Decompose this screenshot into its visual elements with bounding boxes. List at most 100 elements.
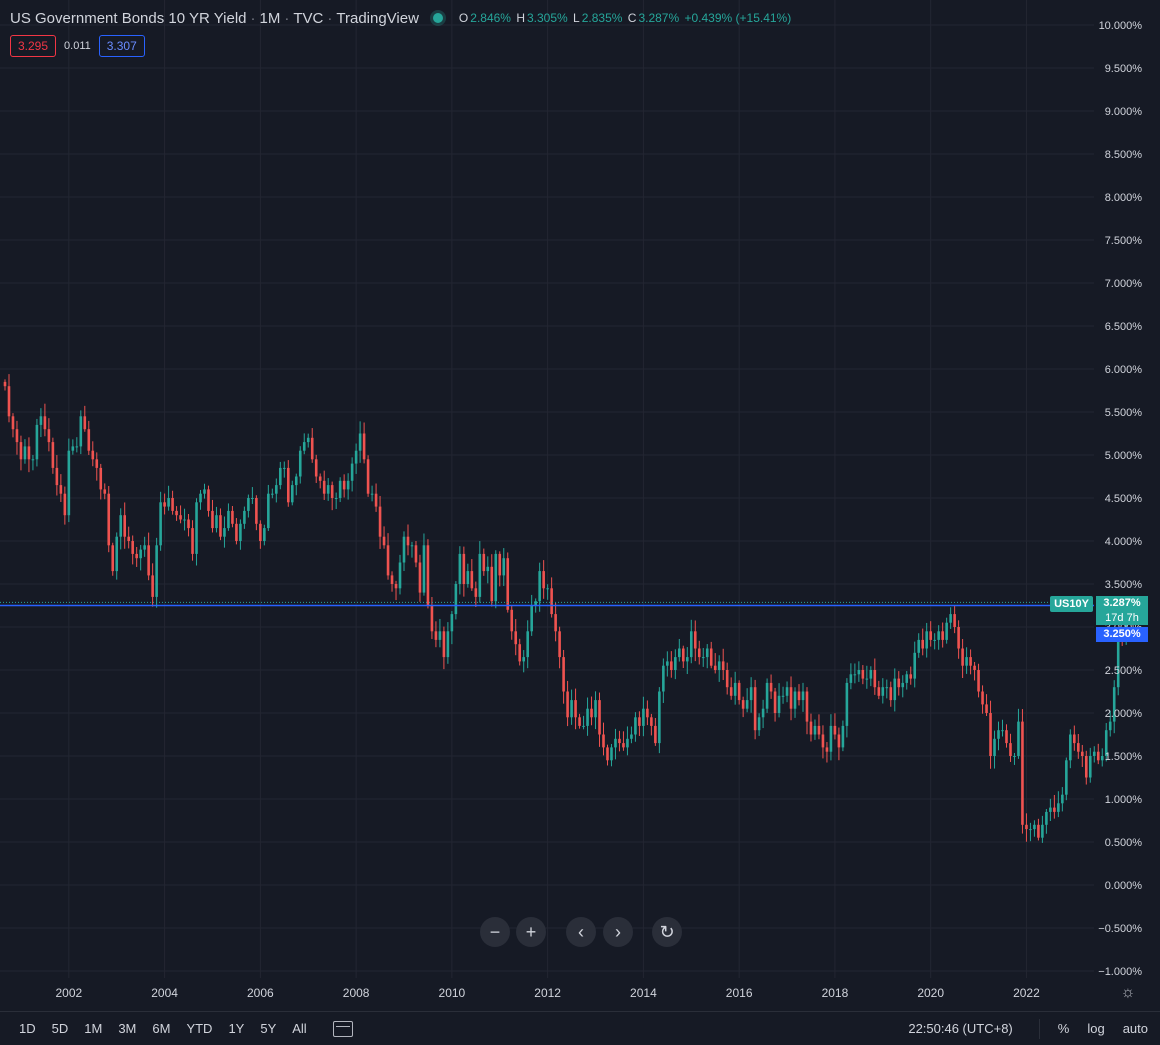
scroll-left-button[interactable]: ‹ — [566, 917, 596, 947]
candle — [857, 661, 861, 682]
percent-scale-toggle[interactable]: % — [1057, 1021, 1070, 1036]
y-tick-label: 6.000% — [1105, 364, 1143, 376]
candle-body — [159, 502, 162, 546]
candle — [725, 662, 729, 695]
y-tick-label: 7.000% — [1105, 278, 1143, 290]
candle-body — [1077, 743, 1080, 752]
candle-body — [785, 687, 789, 696]
y-tick-label: 4.000% — [1105, 536, 1143, 548]
grid — [0, 0, 1094, 978]
candle — [215, 506, 218, 533]
buy-price-button[interactable]: 3.307 — [98, 35, 145, 57]
timeframe-5y[interactable]: 5Y — [260, 1021, 277, 1036]
auto-scale-toggle[interactable]: auto — [1122, 1021, 1148, 1036]
timeframe-5d[interactable]: 5D — [51, 1021, 69, 1036]
symbol-title[interactable]: US Government Bonds 10 YR Yield — [10, 9, 247, 27]
candle-body — [674, 657, 677, 670]
timeframe-6m[interactable]: 6M — [152, 1021, 171, 1036]
interval-label: 1M — [259, 9, 281, 27]
candle-body — [877, 687, 881, 696]
y-tick-label: 1.500% — [1105, 751, 1143, 763]
candle — [821, 725, 825, 759]
reset-chart-button[interactable]: ↻ — [652, 917, 682, 947]
candle-body — [71, 446, 75, 451]
candle — [298, 446, 302, 484]
candle — [398, 554, 402, 595]
candle — [1108, 710, 1112, 737]
candle — [841, 720, 845, 752]
log-scale-toggle[interactable]: log — [1087, 1021, 1105, 1036]
candle — [909, 666, 913, 685]
candle — [721, 648, 725, 681]
candle-body — [1065, 760, 1068, 795]
zoom-out-button[interactable]: − — [480, 917, 510, 947]
price-axis[interactable]: 10.000% 9.500% 9.000% 8.500% 8.000% 7.500% 7.0… — [1098, 20, 1142, 978]
candle-body — [993, 738, 996, 756]
candle-body — [705, 648, 709, 658]
timeframe-3m[interactable]: 3M — [118, 1021, 137, 1036]
horizontal-price-line[interactable] — [0, 601, 1094, 607]
settings-gear-icon[interactable]: ☼ — [1120, 984, 1136, 1001]
candle — [410, 541, 414, 558]
candle — [737, 680, 741, 705]
candle-body — [989, 713, 992, 756]
candle — [55, 455, 59, 496]
candle — [211, 499, 214, 533]
candle — [837, 727, 841, 761]
candle-body — [945, 622, 948, 640]
candle — [1112, 680, 1116, 734]
candle-body — [1084, 756, 1088, 778]
candle — [1021, 709, 1024, 834]
candle — [283, 461, 286, 478]
timeframe-1y[interactable]: 1Y — [228, 1021, 245, 1036]
candle-body — [195, 502, 198, 554]
candle-body — [805, 691, 809, 722]
timeframe-1m[interactable]: 1M — [84, 1021, 103, 1036]
y-tick-label: 4.500% — [1105, 493, 1143, 505]
candle — [103, 483, 107, 500]
candle-body — [279, 467, 282, 486]
bottom-toolbar: 1D 5D 1M 3M 6M YTD 1Y 5Y All 22:50:46 (U… — [0, 1011, 1160, 1045]
candle-body — [410, 545, 414, 547]
candle — [929, 621, 932, 647]
market-status-icon[interactable] — [432, 13, 443, 23]
candle-body — [255, 498, 258, 524]
candle-body — [414, 545, 418, 563]
candle-body — [626, 738, 629, 748]
candle — [195, 498, 198, 566]
candle — [845, 678, 849, 738]
timeframe-ytd[interactable]: YTD — [186, 1021, 213, 1036]
candle — [709, 641, 713, 669]
clock-display[interactable]: 22:50:46 (UTC+8) — [908, 1021, 1013, 1036]
candle-body — [614, 738, 617, 748]
candle-body — [745, 700, 749, 709]
candle-body — [298, 450, 302, 477]
calendar-icon[interactable] — [332, 1020, 353, 1037]
candle-body — [482, 553, 486, 572]
candle-body — [510, 609, 514, 632]
scroll-right-button[interactable]: › — [603, 917, 633, 947]
candle — [35, 418, 39, 467]
candle — [290, 480, 294, 506]
candle — [115, 532, 119, 580]
candle-body — [530, 605, 533, 632]
candle-body — [630, 734, 633, 739]
zoom-in-button[interactable]: + — [516, 917, 546, 947]
candle — [530, 594, 533, 636]
candle — [159, 491, 162, 551]
candle-body — [235, 523, 238, 541]
sell-price-button[interactable]: 3.295 — [10, 35, 57, 57]
candle — [658, 687, 661, 754]
candle-body — [654, 725, 657, 744]
time-axis[interactable]: 2002 2004 2006 2008 2010 2012 2014 2016 2018 2020… — [55, 986, 1040, 1000]
candle — [175, 506, 178, 521]
timeframe-1d[interactable]: 1D — [19, 1021, 36, 1036]
candle-body — [43, 416, 47, 430]
candle-body — [562, 657, 565, 692]
candle — [921, 628, 924, 656]
candle-body — [662, 665, 665, 692]
timeframe-all[interactable]: All — [292, 1021, 307, 1036]
bar-countdown-label: 17d 7h — [1096, 611, 1148, 625]
candle-body — [546, 588, 549, 590]
